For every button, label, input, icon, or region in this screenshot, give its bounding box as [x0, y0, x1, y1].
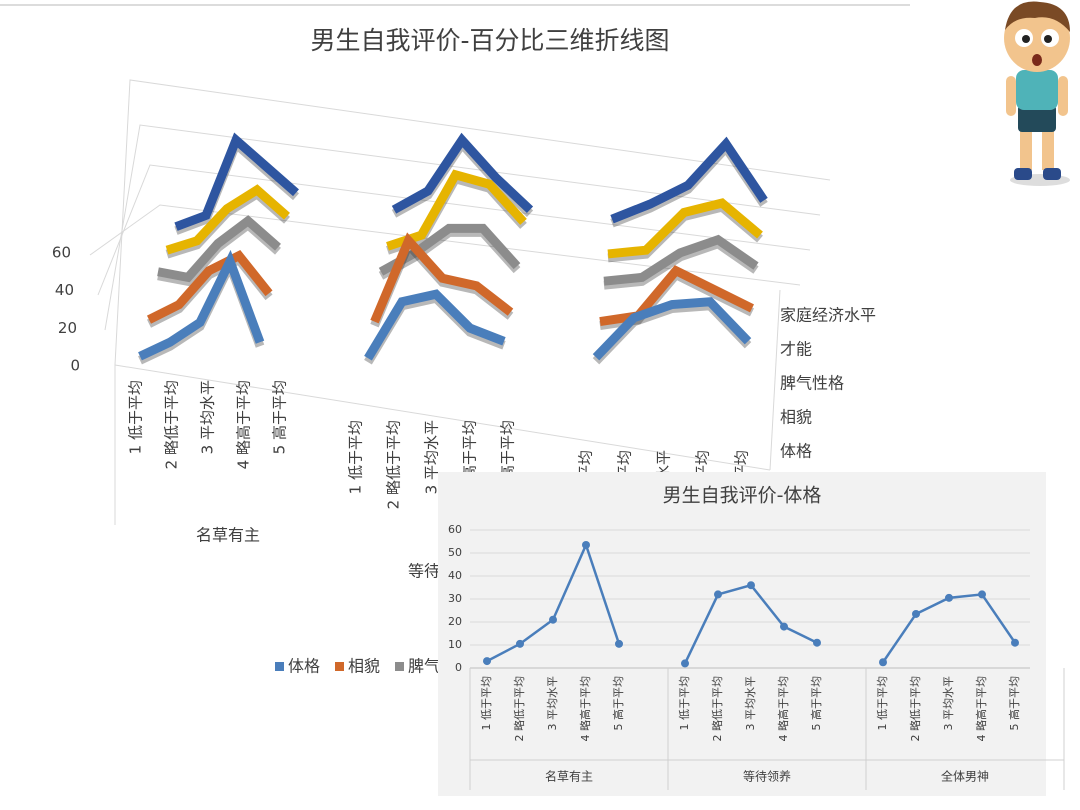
- series-ribbon: [157, 215, 281, 283]
- x-tick-label: 4 略高于平均: [578, 676, 592, 742]
- series-ribbon: [599, 265, 754, 327]
- data-point: [747, 581, 755, 590]
- group-label: 名草有主: [545, 769, 593, 784]
- legend-label: 体格: [288, 657, 320, 676]
- depth-label: 体格: [780, 442, 812, 461]
- series-ribbon: [610, 136, 768, 224]
- y-tick-label: 0: [455, 661, 462, 674]
- x-tick-label: 2 略低于平均: [163, 380, 181, 469]
- x-tick-label: 1 低于平均: [127, 380, 145, 454]
- series-ribbon: [391, 132, 534, 214]
- chart-walls: [89, 79, 831, 525]
- data-point: [549, 615, 557, 624]
- series-ribbon: [138, 249, 265, 361]
- data-point: [615, 639, 623, 648]
- y-tick-label: 60: [448, 523, 462, 536]
- z-tick-label: 0: [70, 357, 80, 375]
- group-label: 名草有主: [196, 526, 260, 545]
- x-tick-label: 5 高于平均: [809, 676, 823, 731]
- x-tick-label: 5 高于平均: [611, 676, 625, 731]
- data-point: [1011, 638, 1019, 647]
- data-point: [714, 590, 722, 599]
- x-tick-label: 4 略高于平均: [974, 676, 988, 742]
- group-label: 全体男神: [941, 769, 989, 784]
- x-tick-label: 3 平均水平: [942, 676, 955, 731]
- legend-swatch: [335, 662, 344, 671]
- legend-label: 相貌: [348, 657, 380, 676]
- series-ribbon: [370, 232, 514, 324]
- x-tick-label: 2 略低于平均: [385, 420, 403, 509]
- depth-label: 脾气性格: [780, 374, 844, 393]
- legend-swatch: [395, 662, 404, 671]
- data-point: [813, 638, 821, 647]
- data-point: [681, 659, 689, 668]
- data-point: [582, 540, 590, 549]
- y-tick-label: 10: [448, 638, 462, 651]
- x-tick-label: 1 低于平均: [876, 676, 889, 731]
- y-tick-label: 30: [448, 592, 462, 605]
- y-tick-label: 40: [448, 569, 462, 582]
- inset-title: 男生自我评价-体格: [663, 485, 822, 507]
- data-point: [879, 658, 887, 667]
- legend-swatch: [275, 662, 284, 671]
- series-ribbon: [364, 289, 506, 361]
- x-tick-label: 5 高于平均: [1007, 676, 1021, 731]
- x-tick-label: 1 低于平均: [480, 676, 493, 731]
- z-tick-label: 40: [55, 281, 74, 299]
- y-tick-label: 50: [448, 546, 462, 559]
- series-ribbon: [174, 132, 299, 231]
- x-tick-label: 3 平均水平: [199, 380, 217, 454]
- data-point: [912, 609, 920, 618]
- series-ribbon: [603, 234, 759, 286]
- inset-chart-bg: [438, 472, 1046, 796]
- z-tick-label: 20: [58, 319, 77, 337]
- x-tick-label: 1 低于平均: [347, 420, 365, 494]
- series-ribbon: [607, 198, 763, 259]
- x-tick-label: 2 略低于平均: [710, 676, 724, 742]
- depth-label: 相貌: [780, 408, 812, 427]
- data-point: [978, 590, 986, 599]
- x-tick-label: 5 高于平均: [271, 380, 289, 454]
- y-tick-label: 20: [448, 615, 462, 628]
- x-tick-label: 1 低于平均: [678, 676, 691, 731]
- chart-title: 男生自我评价-百分比三维折线图: [310, 26, 669, 55]
- data-point: [945, 593, 953, 602]
- group-label: 等待领养: [743, 769, 791, 784]
- data-point: [780, 622, 788, 631]
- x-tick-label: 2 略低于平均: [908, 676, 922, 742]
- x-tick-label: 3 平均水平: [744, 676, 757, 731]
- z-tick-label: 60: [52, 244, 71, 262]
- x-tick-label: 3 平均水平: [423, 420, 441, 494]
- data-point: [483, 657, 491, 666]
- series-ribbon: [165, 184, 290, 255]
- boy-illustration: [1004, 1, 1070, 186]
- x-tick-label: 4 略高于平均: [235, 380, 253, 469]
- x-tick-label: 4 略高于平均: [776, 676, 790, 742]
- depth-label: 家庭经济水平: [780, 306, 876, 325]
- series-ribbon: [592, 297, 752, 361]
- x-tick-label: 2 略低于平均: [512, 676, 526, 742]
- x-tick-label: 3 平均水平: [546, 676, 559, 731]
- series-ribbon: [146, 250, 273, 324]
- data-point: [516, 639, 524, 648]
- depth-label: 才能: [780, 340, 812, 359]
